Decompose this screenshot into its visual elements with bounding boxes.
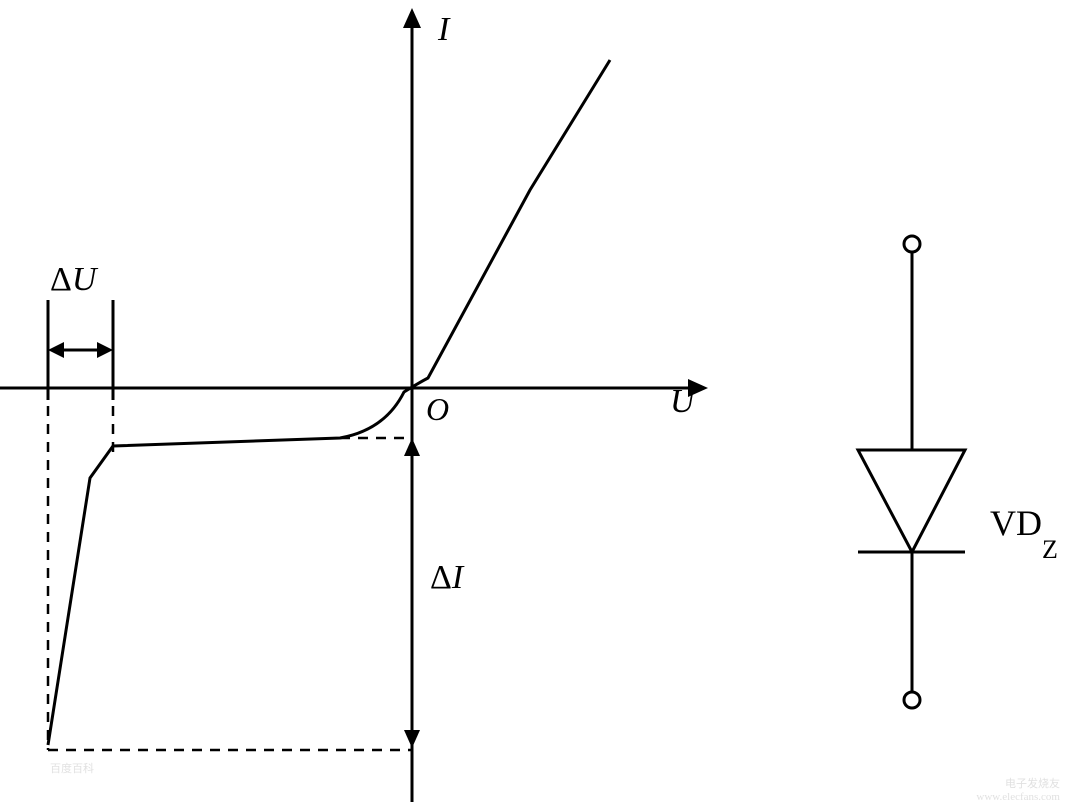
zener-terminal-top [904, 236, 920, 252]
x-axis-label: U [670, 383, 697, 420]
delta-i-label: ΔI [430, 559, 465, 596]
zener-label: VDZ [990, 503, 1058, 564]
delta-u-label: ΔU [50, 261, 99, 298]
watermark-left: 百度百科 [50, 760, 94, 776]
y-axis-label: I [437, 11, 451, 48]
origin-label: O [426, 391, 449, 427]
iv-characteristic-curve [48, 60, 610, 745]
delta-u-right-marker [71, 300, 113, 400]
zener-terminal-bottom [904, 692, 920, 708]
watermark-right: 电子发烧友 www.elecfans.com [930, 775, 1060, 803]
iv-curve-diagram: U I O ΔU ΔI VDZ [0, 0, 1073, 802]
zener-triangle [858, 450, 965, 552]
zener-diode-symbol: VDZ [858, 236, 1058, 708]
x-axis: U [0, 379, 708, 420]
